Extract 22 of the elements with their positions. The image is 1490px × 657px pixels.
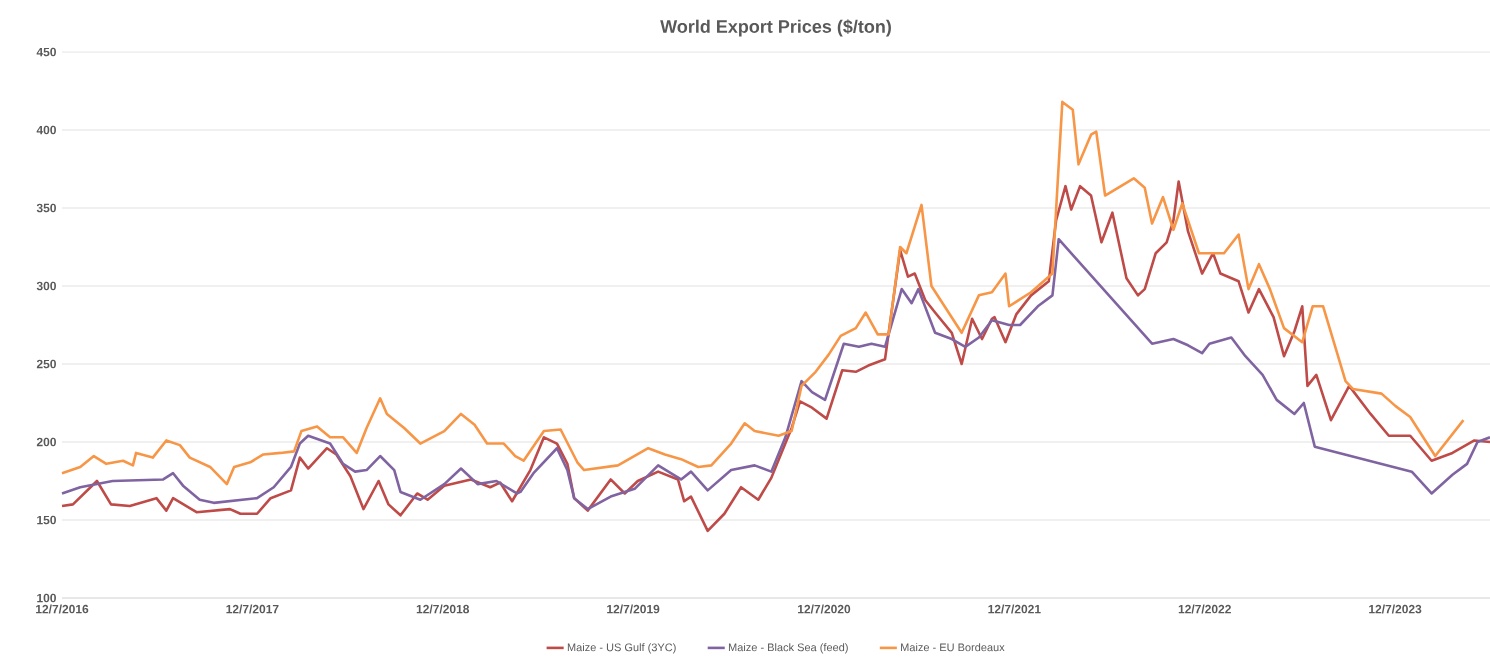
y-tick-label: 200 <box>36 437 56 447</box>
y-tick-label: 250 <box>36 359 56 369</box>
y-tick-label: 400 <box>36 125 56 135</box>
x-tick-label: 12/7/2019 <box>607 604 660 614</box>
x-tick-label: 12/7/2018 <box>416 604 470 614</box>
line-series <box>60 100 1465 486</box>
y-tick-label: 100 <box>37 593 56 603</box>
y-tick-label: 300 <box>36 281 56 291</box>
line-series <box>60 237 1490 511</box>
x-tick-label: 12/7/2017 <box>226 604 279 614</box>
legend-label: Maize - Black Sea (feed) <box>728 643 848 654</box>
legend-label: Maize - EU Bordeaux <box>901 643 1005 652</box>
x-tick-label: 12/7/2022 <box>1178 604 1231 614</box>
legend-label: Maize - US Gulf (3YC) <box>567 643 676 654</box>
y-tick-label: 450 <box>36 47 56 57</box>
x-tick-label: 12/7/2020 <box>798 604 851 614</box>
x-tick-label: 12/7/2021 <box>988 604 1041 614</box>
x-tick-label: 12/7/2023 <box>1369 604 1422 614</box>
y-tick-label: 150 <box>37 515 56 525</box>
y-tick-label: 350 <box>36 203 56 213</box>
chart-title: World Export Prices ($/ton) <box>660 19 891 37</box>
x-tick-label: 12/7/2016 <box>36 604 89 614</box>
